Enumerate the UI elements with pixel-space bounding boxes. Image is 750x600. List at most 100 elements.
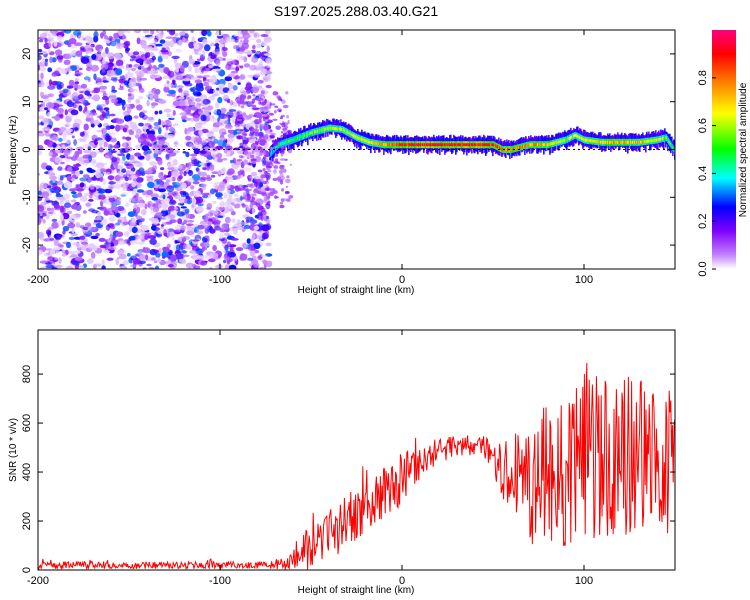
noise-speckle [88,199,94,202]
noise-speckle [82,174,90,178]
ridge-speckle [269,189,276,194]
noise-speckle [38,186,43,192]
ridge-core [583,138,585,141]
ridge-core [534,143,536,147]
noise-speckle [55,130,64,133]
noise-speckle [130,264,137,268]
ridge-speckle [251,98,256,104]
noise-speckle [153,147,159,154]
ridge-speckle [258,135,262,140]
ridge-core [445,143,447,147]
ridge-core [501,147,503,151]
ridge-core [326,127,328,131]
noise-speckle [181,258,186,265]
ridge-core [639,140,641,144]
ridge-core [454,143,456,147]
ridge-core [388,143,390,147]
noise-speckle [174,239,178,244]
ridge-core [364,138,366,142]
noise-speckle [185,213,191,219]
noise-speckle [102,127,107,135]
noise-speckle [212,126,220,133]
noise-speckle [185,244,192,250]
ridge-speckle [245,147,252,151]
ridge-core [609,140,611,144]
noise-speckle [54,233,62,241]
noise-speckle [100,200,104,207]
noise-speckle [260,41,268,47]
noise-speckle [209,212,214,217]
ridge-core [569,136,571,140]
noise-speckle [264,70,273,75]
ridge-core [484,143,486,147]
ridge-speckle [236,111,240,116]
ridge-core [270,151,272,155]
noise-speckle [203,74,211,78]
ridge-speckle [236,118,242,122]
noise-speckle [79,170,84,175]
noise-speckle [67,166,73,172]
ridge-core [618,140,620,144]
noise-speckle [102,250,111,253]
ridge-core [414,143,416,147]
ridge-core [568,137,570,141]
ridge-core [442,143,444,147]
noise-speckle [59,205,65,213]
noise-speckle [74,81,80,84]
ridge-core [502,148,504,151]
ridge-core [372,141,374,145]
noise-speckle [171,236,175,241]
noise-speckle [45,262,52,266]
noise-speckle [158,138,166,145]
noise-speckle [205,67,210,72]
noise-speckle [228,109,237,112]
noise-speckle [73,30,82,36]
noise-speckle [146,189,153,196]
noise-speckle [83,210,87,214]
ridge-core [424,143,426,147]
noise-speckle [115,124,121,132]
noise-speckle [70,219,75,223]
ridge-core [642,140,644,144]
noise-speckle [160,167,165,171]
noise-speckle [74,263,79,269]
noise-speckle [122,34,127,42]
ridge-speckle [280,145,284,149]
noise-speckle [105,224,111,231]
noise-speckle [165,153,170,160]
noise-speckle [164,198,170,203]
noise-speckle [105,149,110,152]
noise-speckle [169,40,175,48]
noise-speckle [108,63,113,71]
noise-speckle [209,164,215,171]
ridge-core [500,147,502,150]
noise-speckle [200,114,207,122]
noise-speckle [43,98,51,103]
chart-title: S197.2025.288.03.40.G21 [274,3,438,19]
ridge-core [458,143,460,147]
noise-speckle [44,58,49,62]
noise-speckle [141,35,146,40]
noise-speckle [245,216,254,221]
ridge-core [482,143,484,147]
noise-speckle [119,265,128,269]
ridge-core [615,140,617,144]
noise-speckle [196,58,201,61]
noise-speckle [73,139,77,146]
ridge-core [412,143,414,147]
noise-speckle [86,62,92,68]
noise-speckle [146,263,152,267]
noise-speckle [207,62,213,69]
noise-speckle [92,245,98,251]
ridge-core [376,142,378,145]
colorbar: 0.0 0.2 0.4 0.6 0.8 Normalized spectral ampl… [697,30,749,277]
noise-speckle [65,241,72,249]
ridge-core [603,140,605,144]
ridge-core [546,143,548,147]
noise-speckle [207,96,216,101]
noise-speckle [103,242,110,245]
noise-speckle [197,224,205,230]
noise-speckle [148,124,153,130]
noise-speckle [173,207,179,210]
noise-speckle [195,136,202,143]
